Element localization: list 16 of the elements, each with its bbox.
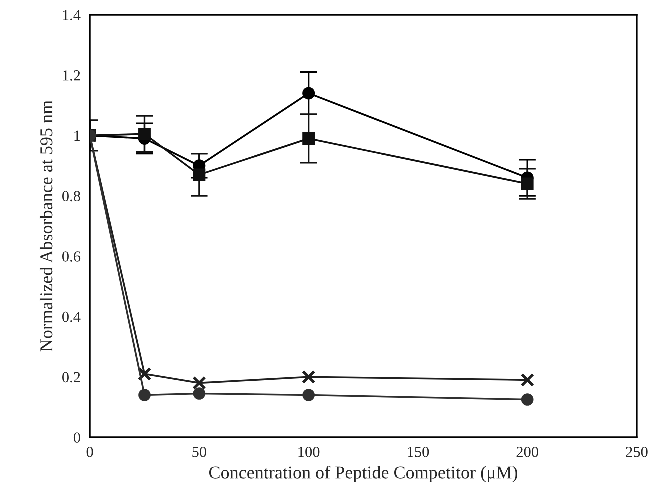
y-tick-label: 1 — [74, 130, 80, 142]
y-axis-title: Normalized Absorbance at 595 nm — [40, 100, 53, 352]
x-tick-label: 250 — [626, 446, 648, 458]
y-tick-label: 1.4 — [63, 10, 81, 21]
x-tick-label: 100 — [298, 446, 320, 458]
y-tick-label: 0.2 — [62, 372, 80, 383]
x-tick-label: 50 — [192, 446, 206, 458]
y-tick-label: 0 — [74, 432, 80, 443]
y-tick-label: 0.8 — [62, 191, 80, 202]
y-tick-label: 0.6 — [62, 252, 81, 262]
x-tick-label: 150 — [408, 446, 430, 458]
y-tick-label: 0.4 — [62, 312, 81, 322]
x-tick-label: 0 — [86, 446, 94, 458]
y-tick-label: 1.2 — [63, 70, 80, 81]
x-tick-label: 200 — [516, 446, 538, 458]
x-axis-title: Concentration of Peptide Competitor (μM) — [209, 466, 518, 483]
